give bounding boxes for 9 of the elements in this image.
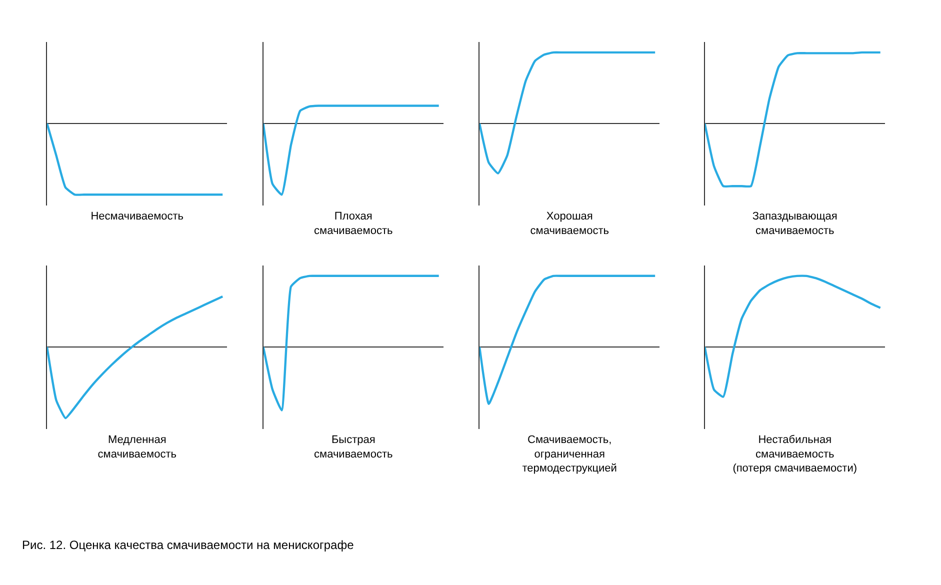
x-axis-title: Быстрая смачиваемость <box>314 434 393 460</box>
x-axis-title: Запаздывающая смачиваемость <box>752 210 838 237</box>
x-axis-title: Нестабильная смачиваемость (потеря смачиваемости) <box>732 434 858 475</box>
x-axis-title: Плохая смачиваемость <box>314 210 393 237</box>
x-axis-title: Хорошая смачиваемость <box>530 210 610 237</box>
x-axis-title: Несмачиваемость <box>90 210 184 222</box>
x-axis-title: Медленная смачиваемость <box>98 434 177 460</box>
text: Рис. 12. Оценка качества смачиваемости на менискографе <box>22 538 354 552</box>
x-axis-title: Смачиваемость, ограниченная термодеструкцией <box>522 434 617 475</box>
